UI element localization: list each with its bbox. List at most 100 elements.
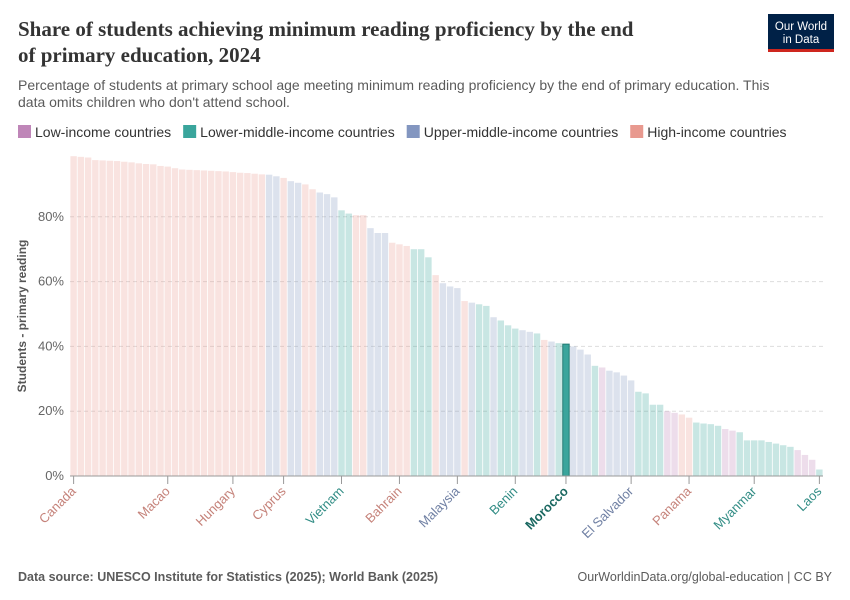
x-tick-label: Canada <box>36 483 79 526</box>
bar <box>410 249 418 476</box>
bar <box>707 424 714 476</box>
bar <box>425 257 432 476</box>
bar <box>541 339 548 476</box>
x-tick-label: Laos <box>794 483 825 514</box>
bar <box>157 165 164 476</box>
bar <box>765 441 772 476</box>
bar <box>526 331 533 476</box>
bar <box>533 333 541 476</box>
bar <box>396 244 403 476</box>
bar <box>92 160 99 476</box>
bar <box>171 168 179 476</box>
bar <box>446 286 454 476</box>
bar <box>84 157 92 476</box>
bar <box>323 194 331 476</box>
legend-swatch <box>18 125 31 138</box>
bar <box>128 162 135 477</box>
bar <box>714 425 722 476</box>
x-tick-label: Hungary <box>193 483 239 529</box>
subtitle: Percentage of students at primary school… <box>18 77 769 93</box>
bar <box>135 163 143 476</box>
bar <box>352 215 360 476</box>
bar <box>664 411 671 476</box>
y-tick-label: 80% <box>38 209 64 224</box>
bar <box>779 445 787 476</box>
bar <box>316 192 324 476</box>
bar <box>772 443 780 476</box>
bar <box>280 177 287 477</box>
bar <box>200 170 208 476</box>
bar <box>816 469 823 476</box>
x-tick-label: Malaysia <box>416 483 463 530</box>
bar <box>642 393 649 476</box>
bar <box>106 160 114 477</box>
legend-label: Upper-middle-income countries <box>424 124 619 140</box>
legend-swatch <box>406 125 420 138</box>
bar <box>750 440 758 476</box>
bar <box>656 404 664 476</box>
bar <box>729 430 736 476</box>
legend-label: Low-income countries <box>35 124 171 140</box>
bar <box>569 346 577 476</box>
bar <box>468 302 476 476</box>
bar <box>649 404 657 476</box>
bar <box>229 172 237 476</box>
bar <box>794 450 801 476</box>
bar <box>302 184 309 476</box>
bar <box>439 283 447 476</box>
logo-text: Our World <box>775 21 827 33</box>
bar <box>555 343 562 476</box>
bar <box>309 189 316 476</box>
logo <box>768 14 834 52</box>
x-tick-label: Myanmar <box>710 483 759 532</box>
bar <box>700 423 707 476</box>
chart-title: Share of students achieving minimum read… <box>18 17 634 41</box>
y-tick-label: 40% <box>38 338 64 353</box>
bar <box>497 320 505 476</box>
bar <box>207 170 215 477</box>
y-tick-label: 60% <box>38 274 64 289</box>
bar <box>620 375 628 476</box>
bar <box>403 245 410 476</box>
bar <box>743 440 751 476</box>
bar <box>338 210 345 476</box>
bar <box>186 169 193 476</box>
bar <box>562 343 570 477</box>
bar <box>179 169 186 476</box>
bar <box>801 454 809 476</box>
bar <box>635 391 642 476</box>
logo-text: in Data <box>783 34 820 46</box>
bar <box>678 414 686 476</box>
bar <box>367 228 374 476</box>
chart-title: of primary education, 2024 <box>18 43 261 67</box>
bar <box>504 325 512 476</box>
bar <box>381 233 389 476</box>
legend-swatch <box>183 125 197 138</box>
bar <box>265 174 273 476</box>
bar <box>417 249 425 476</box>
bar <box>512 328 519 476</box>
legend-swatch <box>630 125 644 138</box>
bar <box>150 164 157 476</box>
bar <box>490 317 497 476</box>
bar <box>70 156 77 476</box>
bar <box>222 171 229 476</box>
subtitle: data omits children who don't attend sch… <box>18 94 290 110</box>
x-tick-label: Benin <box>486 484 520 518</box>
x-tick-label: Bahrain <box>362 484 404 526</box>
bar <box>613 372 620 476</box>
bar <box>273 176 280 477</box>
bar <box>99 160 106 476</box>
bar <box>388 242 396 476</box>
logo-bar <box>768 49 834 52</box>
bar <box>287 181 295 476</box>
bar <box>193 170 200 477</box>
bar <box>519 330 526 476</box>
bar <box>77 156 85 477</box>
bar <box>215 171 222 476</box>
bar <box>483 305 490 476</box>
source-text: Data source: UNESCO Institute for Statis… <box>18 570 438 584</box>
bar <box>808 459 816 476</box>
x-tick-label: Morocco <box>522 483 571 532</box>
bar <box>432 275 439 476</box>
